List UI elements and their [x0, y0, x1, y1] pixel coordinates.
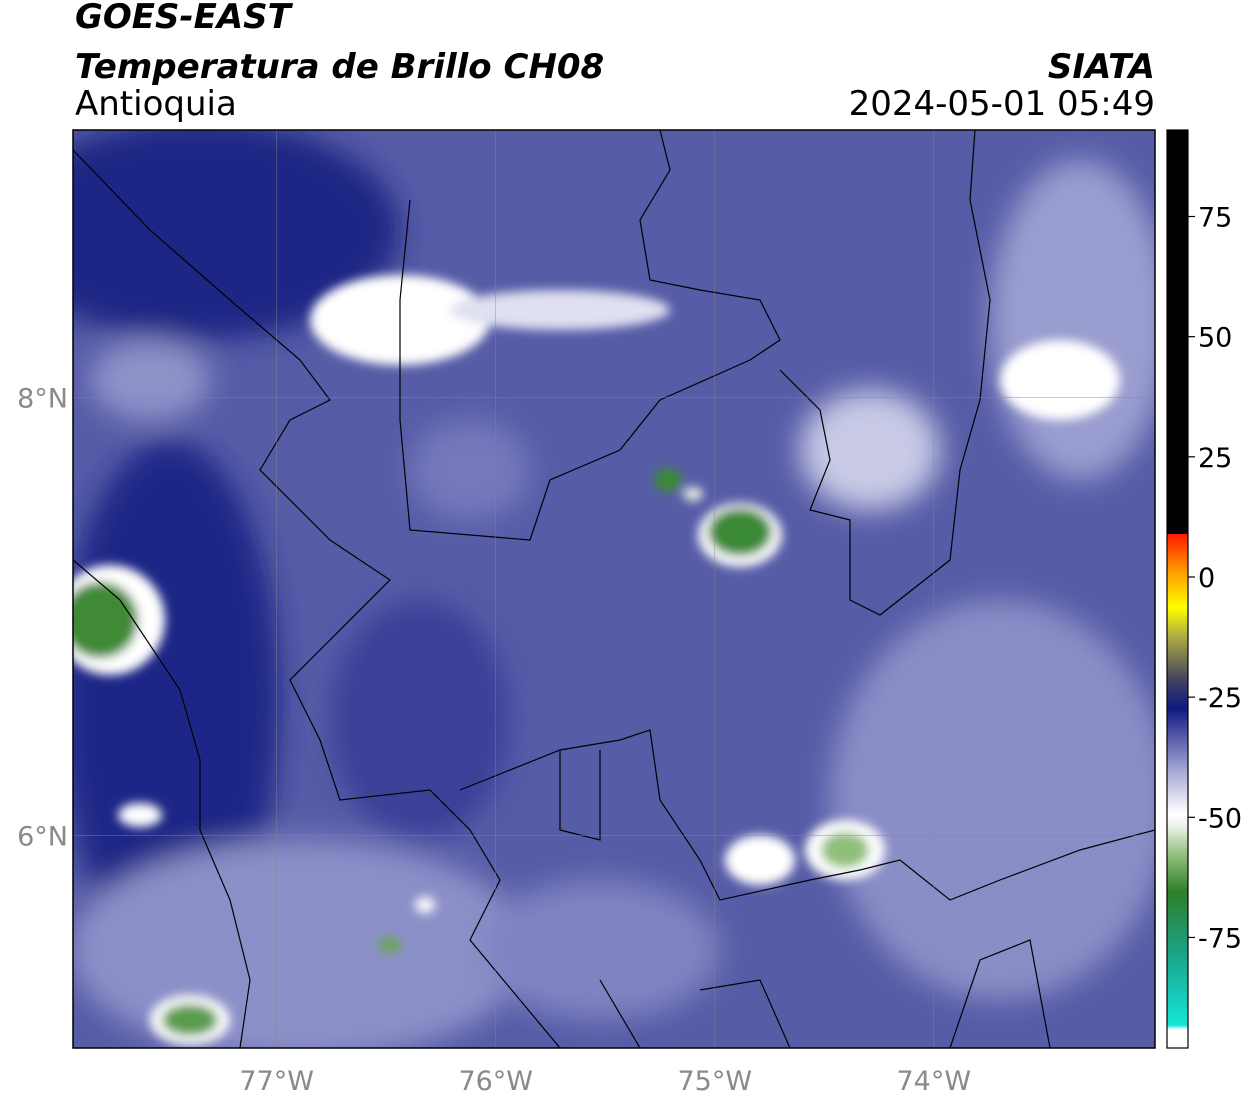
colorbar-tick-label: -50 [1198, 803, 1242, 834]
lat-tick-label: 6°N [17, 821, 68, 852]
colorbar-tick-label: 50 [1198, 323, 1232, 354]
datetime-label: 2024-05-01 05:49 [849, 84, 1155, 124]
map-frame [72, 129, 1156, 1049]
colorbar [1166, 129, 1189, 1049]
colorbar-tick-label: -75 [1198, 923, 1242, 954]
graticule [73, 130, 1155, 1048]
colorbar-tick-label: -25 [1198, 683, 1242, 714]
colorbar-tick-label: 75 [1198, 203, 1232, 234]
satellite-title: GOES-EAST [75, 0, 294, 37]
colorbar-tick-label: 0 [1198, 563, 1215, 594]
region-label: Antioquia [75, 84, 237, 124]
lon-tick-label: 77°W [239, 1066, 314, 1097]
product-title: Temperatura de Brillo CH08 [75, 47, 604, 87]
lon-tick-label: 75°W [677, 1066, 752, 1097]
lon-tick-label: 76°W [458, 1066, 533, 1097]
lon-tick-label: 74°W [897, 1066, 972, 1097]
colorbar-tick-label: 25 [1198, 443, 1232, 474]
satellite-image [73, 130, 1155, 1048]
source-label: SIATA [1048, 47, 1155, 87]
lat-tick-label: 8°N [17, 383, 68, 414]
